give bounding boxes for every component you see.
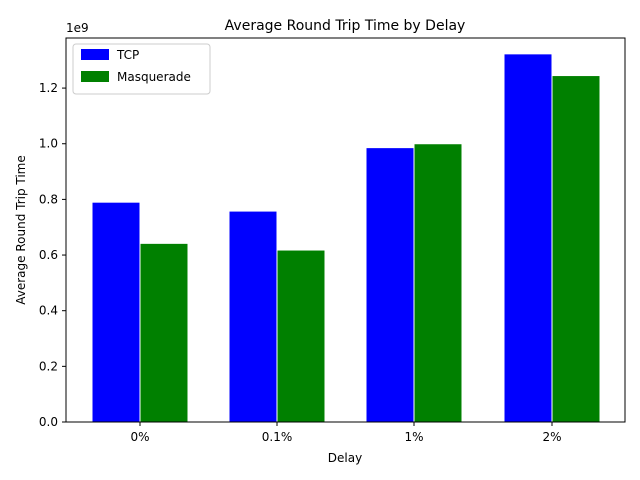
y-axis: 0.0 0.2 0.4 0.6 0.8 1.0 1.2 bbox=[39, 81, 66, 429]
y-tick-label: 0.0 bbox=[39, 415, 58, 429]
bar-masquerade-2 bbox=[413, 143, 463, 423]
x-tick-label: 1% bbox=[404, 430, 423, 444]
plot-frame bbox=[65, 37, 626, 423]
bar-masquerade-3 bbox=[551, 75, 601, 423]
legend: TCP Masquerade bbox=[72, 43, 211, 95]
x-tick-label: 0% bbox=[130, 430, 149, 444]
bars-group bbox=[91, 53, 601, 423]
legend-label-tcp: TCP bbox=[116, 48, 139, 62]
bar-tcp-3 bbox=[503, 53, 553, 423]
y-tick-label: 1.2 bbox=[39, 81, 58, 95]
y-offset-label: 1e9 bbox=[66, 21, 89, 35]
bar-tcp-0 bbox=[91, 201, 141, 423]
y-tick-label: 0.4 bbox=[39, 304, 58, 318]
y-tick-label: 0.2 bbox=[39, 359, 58, 373]
y-tick-label: 1.0 bbox=[39, 137, 58, 151]
bar-masquerade-0 bbox=[139, 242, 189, 423]
y-tick-label: 0.8 bbox=[39, 192, 58, 206]
x-tick-label: 0.1% bbox=[262, 430, 293, 444]
bar-masquerade-1 bbox=[276, 249, 326, 423]
y-axis-label: Average Round Trip Time bbox=[14, 155, 28, 305]
x-tick-label: 2% bbox=[542, 430, 561, 444]
x-axis: 0% 0.1% 1% 2% bbox=[130, 422, 562, 444]
chart-title: Average Round Trip Time by Delay bbox=[225, 18, 466, 34]
bar-tcp-2 bbox=[365, 147, 415, 423]
legend-swatch-tcp bbox=[81, 49, 109, 60]
x-axis-label: Delay bbox=[328, 451, 362, 465]
legend-swatch-masquerade bbox=[81, 71, 109, 82]
y-tick-label: 0.6 bbox=[39, 248, 58, 262]
legend-label-masquerade: Masquerade bbox=[117, 70, 191, 84]
bar-tcp-1 bbox=[228, 210, 278, 423]
